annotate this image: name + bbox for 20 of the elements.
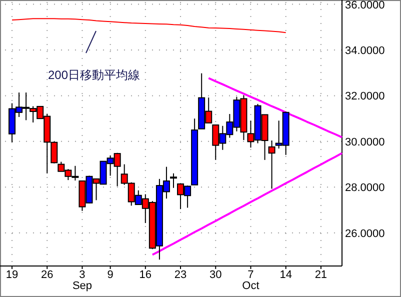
- y-tick-label: 30.0000: [345, 136, 385, 148]
- y-tick-label: 34.0000: [345, 45, 385, 57]
- x-tick-label: 30: [210, 269, 222, 281]
- line-series: [151, 152, 343, 256]
- x-tick-label: 19: [6, 269, 18, 281]
- x-tick-label: 26: [41, 269, 54, 281]
- annotation: 200日移動平均線: [48, 68, 140, 82]
- line-series: [12, 18, 286, 34]
- y-tick-label: 36.0000: [345, 0, 385, 12]
- x-tick-label: 9: [107, 269, 114, 281]
- y-tick-label: 32.0000: [345, 90, 385, 103]
- line-series: [208, 77, 343, 138]
- x-tick-label: 7 Oct: [242, 269, 260, 292]
- x-tick-label: 14: [280, 269, 292, 281]
- x-tick-label: 3 Sep: [72, 269, 92, 292]
- y-tick-label: 26.0000: [345, 228, 385, 240]
- x-tick-label: 16: [139, 269, 152, 281]
- x-tick-label: 23: [174, 269, 187, 281]
- x-tick-label: 21: [314, 269, 328, 281]
- y-tick-label: 28.0000: [345, 182, 385, 194]
